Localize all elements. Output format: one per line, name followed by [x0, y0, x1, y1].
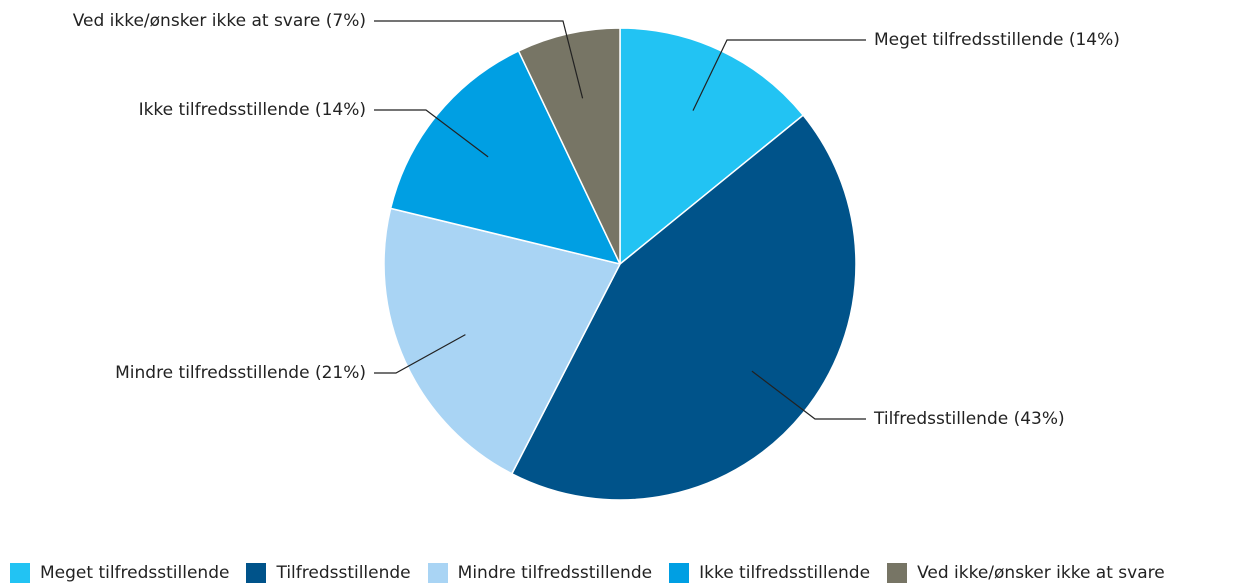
- legend-label: Mindre tilfredsstillende: [457, 563, 653, 583]
- legend: Meget tilfredsstillende Tilfredsstillende…: [10, 561, 1165, 585]
- slice-labels: Meget tilfredsstillende (14%) Tilfredssti…: [73, 11, 1120, 429]
- legend-label: Ved ikke/ønsker ikke at svare: [917, 563, 1165, 583]
- pie-slice-ved-ikke-onsker-ikke-at-svare: [517, 27, 621, 265]
- leader-line-mindre-tilfredsstillende: [374, 334, 466, 374]
- legend-item-ved-ikke-onsker-ikke-at-svare: Ved ikke/ønsker ikke at svare: [887, 563, 1165, 583]
- legend-label: Ikke tilfredsstillende: [699, 563, 871, 583]
- leader-line-ved-ikke-onsker-ikke-at-svare: [374, 20, 584, 99]
- slice-label-tilfredsstillende: Tilfredsstillende (43%): [873, 409, 1065, 429]
- slice-label-mindre-tilfredsstillende: Mindre tilfredsstillende (21%): [115, 363, 366, 383]
- leader-line-tilfredsstillende: [751, 370, 866, 420]
- pie-slice-tilfredsstillende: [511, 114, 857, 501]
- legend-item-tilfredsstillende: Tilfredsstillende: [246, 563, 411, 583]
- pie-slices: [383, 27, 857, 501]
- legend-swatch: [427, 563, 448, 583]
- leader-line-meget-tilfredsstillende: [692, 39, 866, 111]
- leader-lines: [374, 20, 866, 420]
- slice-label-meget-tilfredsstillende: Meget tilfredsstillende (14%): [874, 30, 1120, 50]
- legend-label: Meget tilfredsstillende: [40, 563, 230, 583]
- leader-line-ikke-tilfredsstillende: [374, 109, 489, 158]
- legend-label: Tilfredsstillende: [276, 563, 411, 583]
- legend-swatch: [10, 563, 30, 583]
- pie-slice-ikke-tilfredsstillende: [389, 50, 621, 265]
- legend-item-meget-tilfredsstillende: Meget tilfredsstillende: [10, 563, 229, 583]
- pie-slice-mindre-tilfredsstillende: [383, 207, 621, 475]
- legend-swatch: [246, 563, 267, 583]
- legend-item-ikke-tilfredsstillende: Ikke tilfredsstillende: [669, 563, 870, 583]
- pie-chart: Meget tilfredsstillende (14%) Tilfredssti…: [73, 11, 1120, 501]
- legend-swatch: [669, 563, 690, 583]
- slice-label-ved-ikke-onsker-ikke-at-svare: Ved ikke/ønsker ikke at svare (7%): [73, 11, 366, 31]
- legend-swatch: [887, 563, 908, 583]
- legend-item-mindre-tilfredsstillende: Mindre tilfredsstillende: [427, 563, 653, 583]
- slice-label-ikke-tilfredsstillende: Ikke tilfredsstillende (14%): [139, 100, 366, 120]
